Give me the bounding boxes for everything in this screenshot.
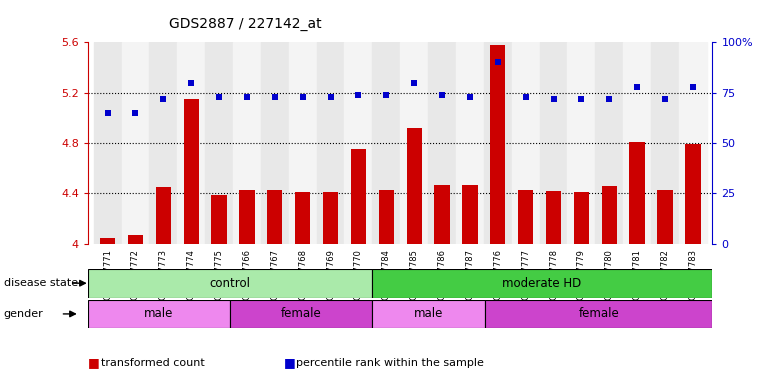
Bar bbox=[88, 300, 230, 328]
Bar bbox=[205, 42, 233, 244]
Bar bbox=[267, 190, 283, 244]
Bar bbox=[490, 45, 506, 244]
Bar bbox=[679, 42, 707, 244]
Bar bbox=[574, 192, 589, 244]
Bar bbox=[428, 42, 456, 244]
Bar bbox=[100, 238, 115, 244]
Text: male: male bbox=[414, 308, 444, 320]
Bar bbox=[316, 42, 345, 244]
Text: percentile rank within the sample: percentile rank within the sample bbox=[296, 358, 484, 368]
Bar bbox=[484, 42, 512, 244]
Bar bbox=[149, 42, 177, 244]
Text: ■: ■ bbox=[283, 356, 295, 369]
Bar bbox=[128, 235, 143, 244]
Bar bbox=[539, 42, 568, 244]
Text: female: female bbox=[280, 308, 321, 320]
Bar bbox=[512, 42, 539, 244]
Text: male: male bbox=[144, 308, 174, 320]
Bar bbox=[295, 192, 310, 244]
Bar bbox=[261, 42, 289, 244]
Bar bbox=[177, 42, 205, 244]
Bar bbox=[462, 185, 477, 244]
Bar bbox=[88, 269, 372, 298]
Bar bbox=[651, 42, 679, 244]
Bar bbox=[686, 144, 701, 244]
Bar bbox=[601, 186, 617, 244]
Bar bbox=[407, 128, 422, 244]
Bar bbox=[233, 42, 261, 244]
Text: gender: gender bbox=[4, 309, 44, 319]
Bar bbox=[401, 42, 428, 244]
Text: GDS2887 / 227142_at: GDS2887 / 227142_at bbox=[169, 17, 321, 31]
Bar bbox=[518, 190, 533, 244]
Text: ■: ■ bbox=[88, 356, 100, 369]
Bar bbox=[372, 42, 401, 244]
Bar bbox=[323, 192, 339, 244]
Bar bbox=[456, 42, 484, 244]
Bar bbox=[378, 190, 394, 244]
Bar bbox=[351, 149, 366, 244]
Text: control: control bbox=[209, 277, 250, 290]
Bar bbox=[434, 185, 450, 244]
Bar bbox=[624, 42, 651, 244]
Bar bbox=[122, 42, 149, 244]
Bar bbox=[546, 191, 561, 244]
Bar bbox=[230, 300, 372, 328]
Text: moderate HD: moderate HD bbox=[502, 277, 581, 290]
Text: disease state: disease state bbox=[4, 278, 78, 288]
Bar bbox=[657, 190, 673, 244]
Bar bbox=[568, 42, 595, 244]
Bar bbox=[184, 99, 199, 244]
Bar bbox=[595, 42, 624, 244]
Bar bbox=[155, 187, 171, 244]
Bar bbox=[93, 42, 122, 244]
Text: transformed count: transformed count bbox=[101, 358, 205, 368]
Bar bbox=[239, 190, 254, 244]
Bar bbox=[486, 300, 712, 328]
Bar bbox=[211, 195, 227, 244]
Bar bbox=[630, 142, 645, 244]
Bar bbox=[345, 42, 372, 244]
Bar bbox=[372, 300, 486, 328]
Bar bbox=[289, 42, 316, 244]
Text: female: female bbox=[578, 308, 619, 320]
Bar bbox=[372, 269, 712, 298]
